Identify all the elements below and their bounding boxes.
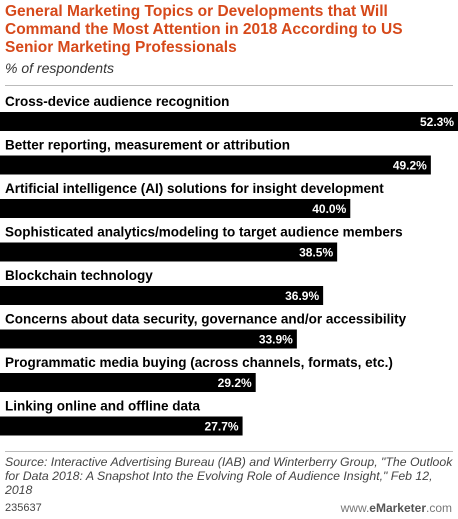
bar bbox=[0, 286, 324, 305]
bar bbox=[0, 373, 256, 392]
category-label: Better reporting, measurement or attribu… bbox=[5, 138, 290, 153]
source-note: Source: Interactive Advertising Bureau (… bbox=[5, 455, 453, 497]
value-label: 52.3% bbox=[420, 115, 454, 129]
value-label: 33.9% bbox=[259, 333, 293, 347]
category-label: Blockchain technology bbox=[5, 268, 153, 283]
brand-prefix: www. bbox=[340, 501, 370, 515]
value-label: 36.9% bbox=[285, 289, 319, 303]
value-label: 40.0% bbox=[312, 202, 346, 216]
top-divider bbox=[5, 85, 453, 86]
category-label: Programmatic media buying (across channe… bbox=[5, 355, 393, 370]
bar bbox=[0, 155, 431, 175]
category-label: Cross-device audience recognition bbox=[5, 94, 229, 109]
bottom-divider bbox=[5, 451, 453, 452]
bar bbox=[0, 199, 351, 218]
bar bbox=[0, 242, 338, 262]
bar-chart: Cross-device audience recognition 52.3% Be… bbox=[0, 94, 458, 436]
bar bbox=[0, 329, 297, 349]
value-label: 29.2% bbox=[218, 376, 252, 390]
value-label: 27.7% bbox=[205, 420, 239, 434]
brand-link[interactable]: www.eMarketer.com bbox=[341, 501, 452, 515]
category-label: Concerns about data security, governance… bbox=[5, 312, 407, 327]
bar bbox=[0, 112, 458, 131]
category-label: Artificial intelligence (AI) solutions f… bbox=[5, 181, 384, 196]
chart-id: 235637 bbox=[5, 502, 42, 514]
chart-title: General Marketing Topics or Developments… bbox=[5, 3, 403, 56]
brand-suffix: .com bbox=[425, 501, 452, 515]
value-label: 49.2% bbox=[393, 159, 427, 173]
bar bbox=[0, 416, 243, 436]
category-label: Sophisticated analytics/modeling to targ… bbox=[5, 225, 403, 240]
brand-name: eMarketer bbox=[369, 501, 426, 515]
value-label: 38.5% bbox=[299, 246, 333, 260]
category-label: Linking online and offline data bbox=[5, 399, 200, 414]
chart-subtitle: % of respondents bbox=[5, 60, 114, 76]
